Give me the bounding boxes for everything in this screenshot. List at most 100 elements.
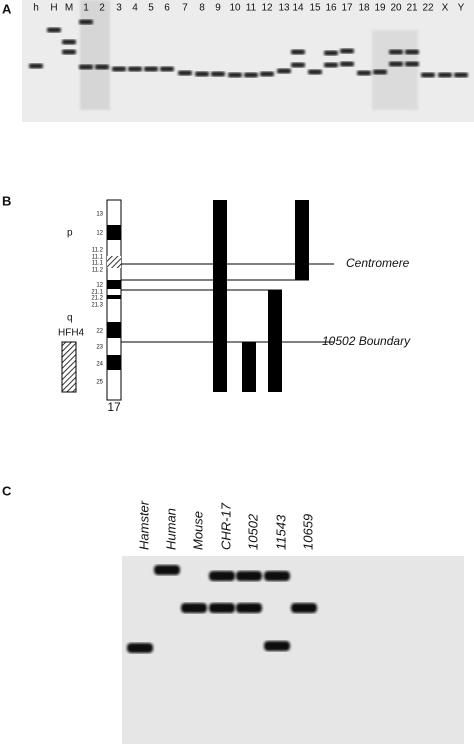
gel-band <box>95 64 109 70</box>
gel-band <box>128 66 142 72</box>
gel-band <box>79 19 93 25</box>
arm-label: q <box>67 313 73 324</box>
lane-label: H <box>50 3 57 14</box>
gel-band <box>291 49 305 55</box>
gel-band <box>47 27 61 33</box>
gel-band <box>29 63 43 69</box>
panel-label: A <box>2 1 12 16</box>
gel-band <box>291 62 305 68</box>
band-label: 13 <box>96 212 103 218</box>
lane-label: 21 <box>406 3 418 14</box>
lane-label: 20 <box>390 3 402 14</box>
gel-band <box>438 72 452 78</box>
lane-label: 2 <box>99 3 105 14</box>
lane-label: 1 <box>83 3 89 14</box>
band-label: 11.1 <box>92 255 104 261</box>
lane-label: 5 <box>148 3 154 14</box>
ideogram-band <box>107 355 121 370</box>
lane-label: 10659 <box>300 514 315 550</box>
lane-label: X <box>442 3 449 14</box>
band-label: 25 <box>96 380 103 386</box>
gel-band <box>209 603 235 613</box>
band-label: 23 <box>96 345 103 351</box>
gel-band <box>340 61 354 67</box>
lane-label: 4 <box>132 3 138 14</box>
ideogram-band <box>107 280 121 289</box>
lane-label: 7 <box>182 3 188 14</box>
band-label: 11.1 <box>92 261 104 267</box>
gel-band <box>324 62 338 68</box>
arm-label: p <box>67 228 73 239</box>
lane-label: 18 <box>358 3 370 14</box>
band-label: 12 <box>96 231 103 237</box>
lane-label: 11543 <box>273 514 288 550</box>
gel-band <box>405 61 419 67</box>
gel-band <box>324 50 338 56</box>
lane-label: 15 <box>309 3 321 14</box>
gel-c <box>122 556 464 744</box>
gel-band <box>62 39 76 45</box>
annotation: Centromere <box>346 256 410 270</box>
gel-band <box>264 641 290 651</box>
lane-label: 13 <box>278 3 290 14</box>
gel-band <box>154 565 180 575</box>
band-label: 22 <box>96 329 103 335</box>
gel-band <box>236 603 262 613</box>
gel-band <box>260 71 274 77</box>
lane-label: 8 <box>199 3 205 14</box>
hybrid-bar <box>213 200 227 392</box>
gel-band <box>144 66 158 72</box>
gel-band <box>127 643 153 653</box>
gel-band <box>160 66 174 72</box>
lane-label: 9 <box>215 3 221 14</box>
lane-label: 10 <box>229 3 241 14</box>
gel-band <box>308 69 322 75</box>
lane-label: Human <box>163 508 178 550</box>
lane-label: h <box>33 3 39 14</box>
chromosome-label: 17 <box>107 400 121 414</box>
panel-label: B <box>2 193 11 208</box>
band-label: 24 <box>96 362 103 368</box>
band-label: 21.3 <box>91 303 103 309</box>
band-label: 21.1 <box>91 290 103 296</box>
gel-band <box>112 66 126 72</box>
hybrid-bar <box>268 290 282 392</box>
gel-band <box>244 72 258 78</box>
lane-label: 11 <box>246 3 257 14</box>
gel-band <box>340 48 354 54</box>
gel-band <box>389 61 403 67</box>
hybrid-bar <box>242 342 256 392</box>
band-label: 11.2 <box>92 268 104 274</box>
gel-band <box>236 571 262 581</box>
gene-label: HFH4 <box>58 328 85 339</box>
gel-band <box>79 64 93 70</box>
gel-band <box>421 72 435 78</box>
gel-band <box>209 571 235 581</box>
lane-label: M <box>65 3 73 14</box>
lane-label: 22 <box>422 3 434 14</box>
gel-band <box>211 71 225 77</box>
lane-label: Mouse <box>190 511 205 550</box>
gel-band <box>357 70 371 76</box>
band-label: 21.2 <box>91 296 103 302</box>
annotation: 10502 Boundary <box>322 334 411 348</box>
gel-band <box>178 70 192 76</box>
gene-region <box>61 341 77 393</box>
gel-band <box>373 69 387 75</box>
ideogram-band <box>107 256 121 268</box>
lane-label: 12 <box>261 3 273 14</box>
gel-band <box>228 72 242 78</box>
ideogram-band <box>107 225 121 240</box>
gel-band <box>62 49 76 55</box>
lane-label: 6 <box>164 3 170 14</box>
smear <box>80 0 110 110</box>
gel-band <box>277 68 291 74</box>
ideogram-band <box>107 322 121 338</box>
gel-band <box>291 603 317 613</box>
gel-band <box>264 571 290 581</box>
lane-label: 16 <box>325 3 337 14</box>
panel-label: C <box>2 483 12 498</box>
ideogram-band <box>107 295 121 299</box>
lane-label: 14 <box>292 3 304 14</box>
